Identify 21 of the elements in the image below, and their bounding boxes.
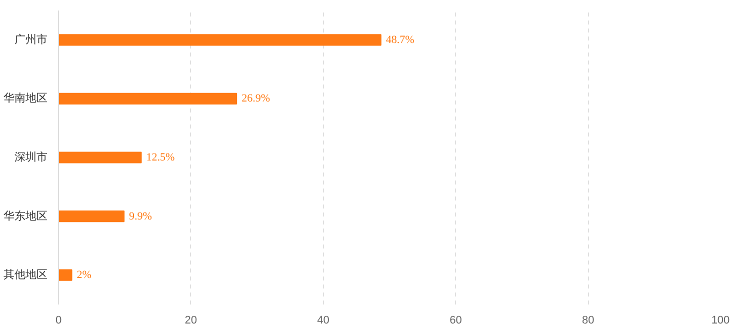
x-tick-label: 20 [184,314,198,326]
data-label: 9.9% [129,210,152,222]
y-tick-label: 广州市 [14,32,48,46]
bar [58,152,142,164]
x-tick-label: 80 [582,314,594,326]
y-tick-label: 深圳市 [14,150,48,164]
bar [58,210,125,222]
bar [58,34,382,46]
bar [58,269,72,281]
data-label: 26.9% [242,92,270,105]
data-label: 2% [76,269,92,282]
x-tick-label: 40 [317,314,330,326]
bar [58,92,238,104]
y-tick-label: 华南地区 [4,92,48,105]
x-tick-label: 60 [450,314,462,326]
data-label: 12.5% [146,152,175,164]
y-tick-label: 其他地区 [4,268,48,282]
x-tick-label: 0 [55,314,62,326]
y-tick-label: 华东地区 [4,209,48,222]
x-tick-label: 100 [711,314,730,326]
data-label: 48.7% [386,34,414,46]
